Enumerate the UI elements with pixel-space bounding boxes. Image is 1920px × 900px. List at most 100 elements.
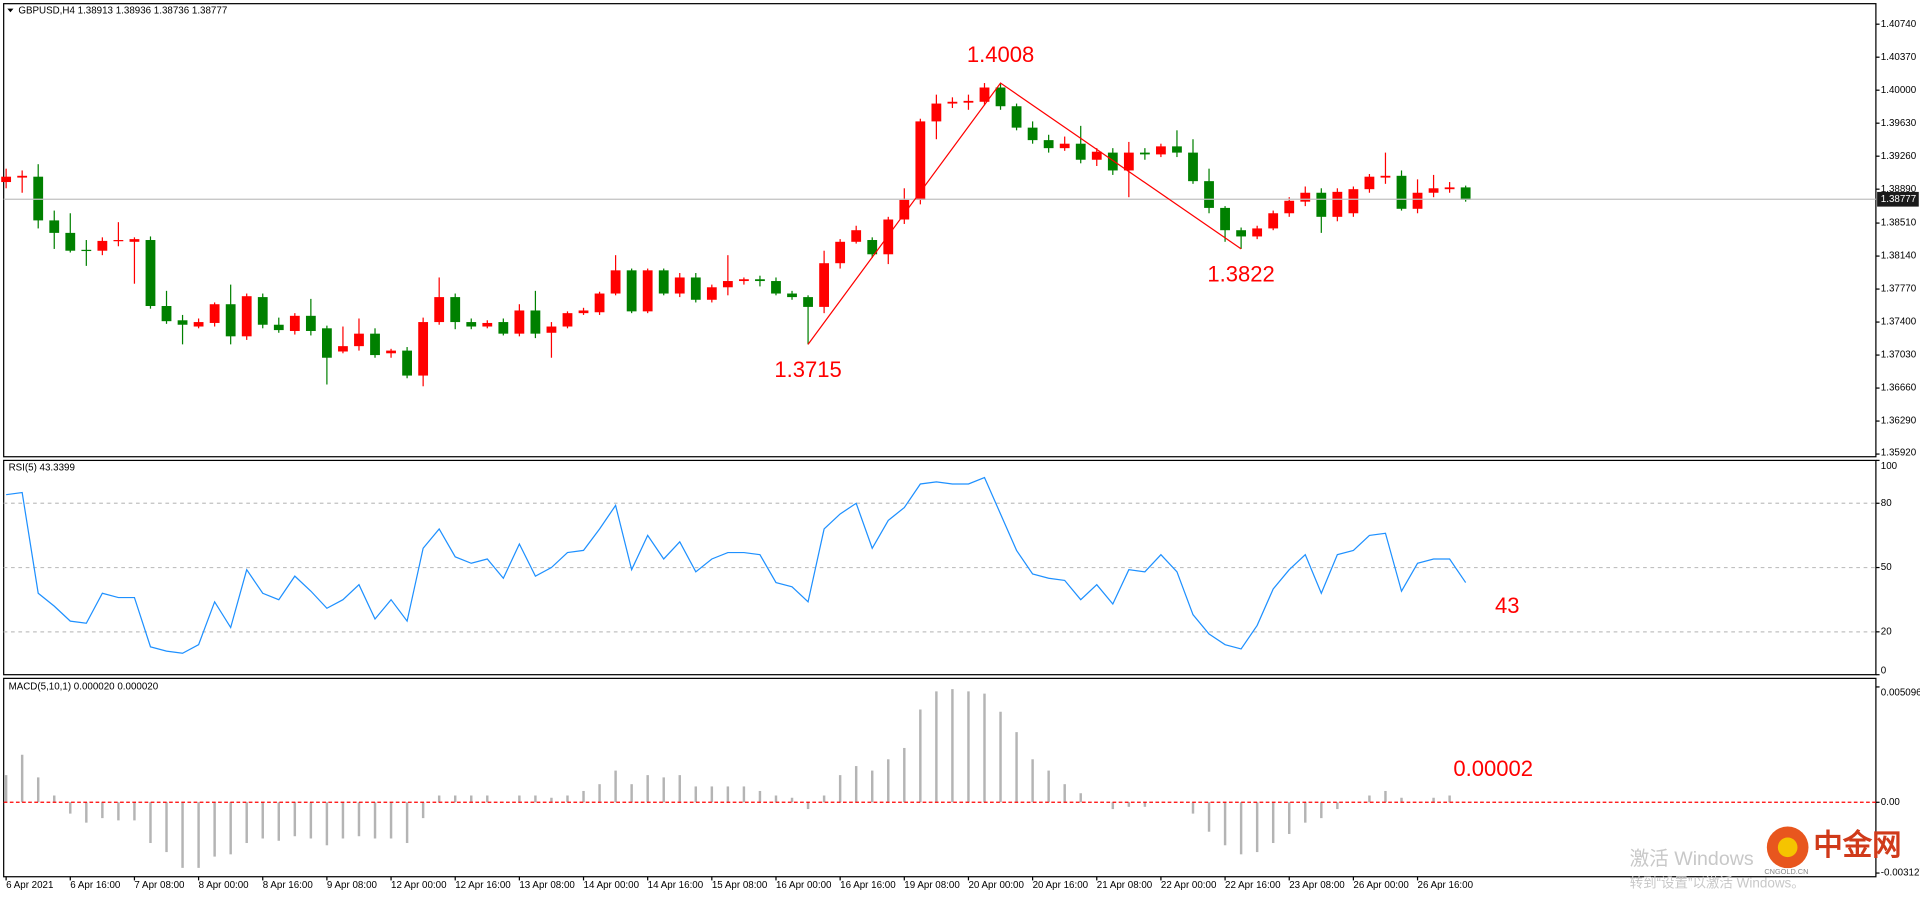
y-tick-label: 1.38510 [1881,218,1917,229]
y-tick-label: 20 [1881,626,1892,637]
candle-body [626,270,637,312]
candle-body [979,87,990,102]
y-tick-label: 50 [1881,562,1892,573]
y-tick-label: 100 [1881,461,1898,472]
y-tick-label: 1.35920 [1881,448,1917,459]
candle-body [1316,192,1327,217]
candle-body [1059,143,1070,149]
candle-body [915,121,926,200]
candle-body [642,270,653,312]
candle-body [17,175,28,178]
y-tick-label: 1.39630 [1881,118,1917,129]
y-tick-label: 1.36290 [1881,416,1917,427]
y-tick-label: 1.36660 [1881,383,1917,394]
x-tick-label: 21 Apr 08:00 [1097,880,1153,891]
candle-body [851,230,862,242]
x-tick-label: 15 Apr 08:00 [712,880,768,891]
candle-body [225,304,236,337]
candle-body [49,220,60,233]
candle-body [1220,207,1230,231]
candle-body [434,297,445,323]
candle-body [514,310,525,334]
x-tick-label: 20 Apr 16:00 [1033,880,1089,891]
logo-text: 中金网 [1813,828,1901,862]
candle-body [883,219,894,255]
zigzag-label: 1.3715 [774,357,841,382]
candle-body [1364,176,1375,190]
candle-body [402,350,412,376]
logo-sub: CNGOLD.CN [1764,867,1808,876]
candle-body [1188,152,1198,182]
y-tick-label: 1.40000 [1881,85,1917,96]
rsi-annotation: 43 [1495,593,1520,618]
x-tick-label: 8 Apr 00:00 [199,880,250,891]
y-tick-label: 1.40740 [1881,19,1917,30]
candle-body [1043,140,1054,149]
candle-body [193,322,204,327]
candle-body [129,239,140,242]
candle-body [1380,175,1391,178]
candle-body [1300,192,1311,202]
x-tick-label: 26 Apr 00:00 [1353,880,1409,891]
macd-panel [3,677,1877,878]
candle-body [354,333,364,347]
candle-body [867,240,878,255]
zigzag-line [807,82,1242,345]
price-label: 1.38777 [1881,194,1916,205]
x-tick-label: 7 Apr 08:00 [134,880,185,891]
candle-body [1011,106,1022,128]
candle-body [610,270,621,294]
candle-body [594,293,605,313]
watermark-text: 激活 Windows [1630,848,1754,870]
x-tick-label: 20 Apr 00:00 [968,880,1024,891]
candle-body [963,100,974,103]
x-tick-label: 14 Apr 16:00 [648,880,704,891]
candle-body [1428,188,1439,193]
candle-body [1348,189,1359,214]
y-tick-label: 1.40370 [1881,52,1917,63]
candle-body [1139,152,1150,155]
x-tick-label: 19 Apr 08:00 [904,880,960,891]
candle-body [1027,127,1038,141]
candle-body [81,249,92,252]
x-tick-label: 16 Apr 16:00 [840,880,896,891]
y-tick-label: 1.37400 [1881,317,1917,328]
candle-body [1107,152,1118,171]
x-tick-label: 8 Apr 16:00 [263,880,314,891]
candle-body [787,293,797,298]
candle-body [1460,187,1471,200]
x-tick-label: 12 Apr 00:00 [391,880,447,891]
logo-icon [1777,837,1798,858]
candle-body [1444,187,1455,190]
candle-body [722,281,733,288]
candle-body [1204,181,1214,208]
candle-body [386,350,396,354]
candle-body [113,240,124,242]
candle-body [273,324,284,331]
candle-body [690,277,701,300]
y-tick-label: 80 [1881,498,1892,509]
candle-body [450,297,461,323]
x-tick-label: 22 Apr 00:00 [1161,880,1217,891]
candle-body [1236,230,1247,237]
candle-body [322,328,332,358]
candle-body [899,199,910,220]
candle-body [257,297,268,325]
candle-body [1091,151,1102,160]
candle-body [498,322,509,334]
candle-body [97,240,108,251]
y-tick-label: -0.003127 [1881,868,1920,879]
candle-body [995,87,1006,107]
candle-body [1284,200,1295,214]
rsi-title: RSI(5) 43.3399 [9,462,75,473]
price-title: GBPUSD,H4 1.38913 1.38936 1.38736 1.3877… [18,6,227,17]
candle-body [771,281,781,294]
candle-body [546,326,557,333]
candle-body [338,346,348,352]
candle-body [658,270,669,294]
candle-body [241,296,252,337]
price-panel [3,3,1877,458]
candle-body [1396,175,1407,209]
